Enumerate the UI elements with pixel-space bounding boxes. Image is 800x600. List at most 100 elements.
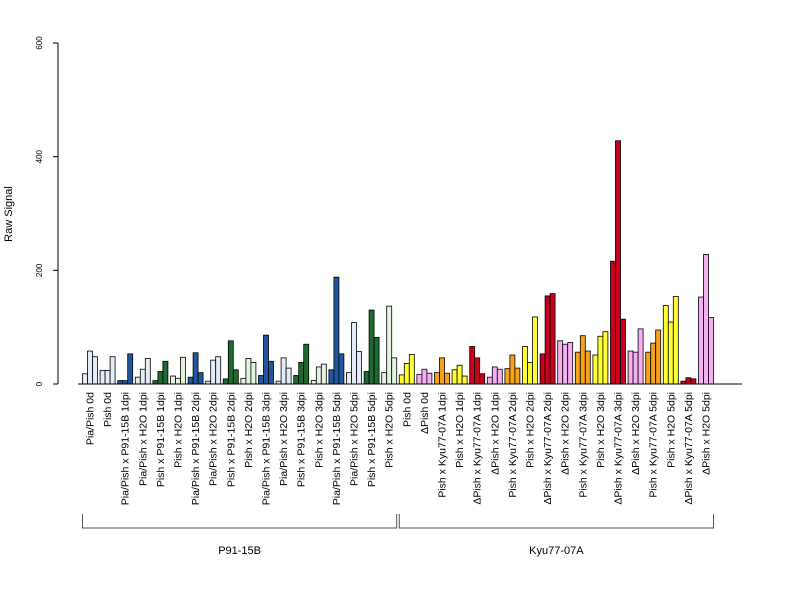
bar xyxy=(268,360,274,385)
bar xyxy=(620,318,626,385)
bar xyxy=(509,354,516,385)
bar xyxy=(584,350,591,385)
bar xyxy=(527,361,533,385)
bar xyxy=(210,359,217,385)
category-label: Pish x H2O 5dpi xyxy=(384,392,396,468)
category-label: Pish x H2O 2dpi xyxy=(243,392,255,468)
group-bracket xyxy=(398,514,714,529)
category-label: ΔPish x Kyu77-07A 1dpi xyxy=(472,392,484,505)
category-label: Pish x Kyu77-07A 3dpi xyxy=(577,392,589,498)
bar xyxy=(127,353,134,385)
bar xyxy=(92,356,98,385)
category-label: Pia/Pish x P91-15B 3dpi xyxy=(261,392,273,505)
bar xyxy=(82,373,88,385)
bar xyxy=(328,369,335,385)
bar xyxy=(232,369,239,385)
bar xyxy=(645,351,652,385)
bar xyxy=(134,376,141,385)
bar xyxy=(391,357,398,385)
bar xyxy=(280,357,287,385)
category-label: Pish x P91-15B 2dpi xyxy=(225,392,237,487)
group-bracket xyxy=(82,514,398,529)
bar xyxy=(632,351,639,385)
bar xyxy=(469,346,476,385)
bar xyxy=(320,363,327,385)
bar xyxy=(310,380,317,385)
bar xyxy=(157,371,164,385)
bar xyxy=(474,357,481,385)
bar xyxy=(708,317,714,385)
bar xyxy=(544,295,551,385)
bar xyxy=(170,375,176,385)
bar xyxy=(426,372,433,385)
y-tick-label: 200 xyxy=(35,263,44,277)
bar xyxy=(627,350,634,385)
bar xyxy=(373,336,380,385)
category-label: Pish x H2O 3dpi xyxy=(313,392,325,468)
y-axis: 0 200 400 600 xyxy=(35,36,59,386)
bar xyxy=(351,322,357,385)
bar xyxy=(655,329,662,385)
category-label: Pia/Pish x H2O 5dpi xyxy=(349,392,361,486)
category-label: Pish 0d xyxy=(102,392,114,427)
category-label: ΔPish x H2O 5dpi xyxy=(701,392,713,475)
bar xyxy=(152,380,159,385)
bar xyxy=(421,368,428,385)
category-label: Pia/Pish x H2O 2dpi xyxy=(208,392,220,486)
bar xyxy=(486,376,493,385)
bar xyxy=(240,377,247,385)
bar xyxy=(650,342,657,385)
bar xyxy=(574,351,581,385)
bar xyxy=(293,375,300,385)
bar xyxy=(456,364,463,385)
bar xyxy=(381,372,388,385)
category-label: ΔPish x Kyu77-07A 3dpi xyxy=(613,392,625,505)
bar xyxy=(139,368,146,385)
bar xyxy=(386,305,393,385)
bar xyxy=(180,356,186,385)
bar xyxy=(346,372,352,385)
bar xyxy=(602,331,609,385)
category-label: ΔPish x H2O 3dpi xyxy=(630,392,642,475)
category-label: Pish 0d xyxy=(401,392,413,427)
bar xyxy=(703,254,709,385)
bar xyxy=(579,335,586,385)
bar xyxy=(461,375,468,385)
bar xyxy=(285,367,292,385)
bar xyxy=(514,367,521,385)
category-label: Pia/Pish x H2O 1dpi xyxy=(137,392,149,486)
category-label: ΔPish 0d xyxy=(419,392,431,434)
bar xyxy=(197,372,204,385)
bar xyxy=(451,369,458,385)
category-label: Pia/Pish x P91-15B 5dpi xyxy=(331,392,343,505)
category-label: Pish x H2O 1dpi xyxy=(454,392,466,468)
bar xyxy=(690,378,697,385)
bar xyxy=(192,352,199,385)
category-label: Pish x P91-15B 3dpi xyxy=(296,392,308,487)
category-label: ΔPish x H2O 2dpi xyxy=(560,392,572,475)
category-label: Pish x H2O 1dpi xyxy=(173,392,185,468)
bar xyxy=(333,276,340,385)
bar xyxy=(592,354,599,385)
category-label: Pish x H2O 2dpi xyxy=(525,392,537,468)
category-label: Pish x Kyu77-07A 1dpi xyxy=(437,392,449,498)
bar xyxy=(258,375,264,385)
bar xyxy=(479,373,486,385)
bar xyxy=(532,316,538,385)
bar xyxy=(187,376,194,385)
bar xyxy=(615,140,621,385)
bar xyxy=(222,378,229,385)
category-label: Pish x Kyu77-07A 5dpi xyxy=(648,392,660,498)
bar xyxy=(250,361,257,385)
bar xyxy=(698,296,704,385)
bar xyxy=(117,380,124,385)
bar xyxy=(109,356,116,385)
bar xyxy=(522,346,528,385)
category-label: ΔPish x H2O 1dpi xyxy=(489,392,501,475)
bar xyxy=(610,260,616,385)
bar xyxy=(144,358,151,385)
bar xyxy=(557,340,564,385)
category-label: Pish x Kyu77-07A 2dpi xyxy=(507,392,519,498)
bar xyxy=(315,366,322,385)
bar xyxy=(227,340,234,385)
